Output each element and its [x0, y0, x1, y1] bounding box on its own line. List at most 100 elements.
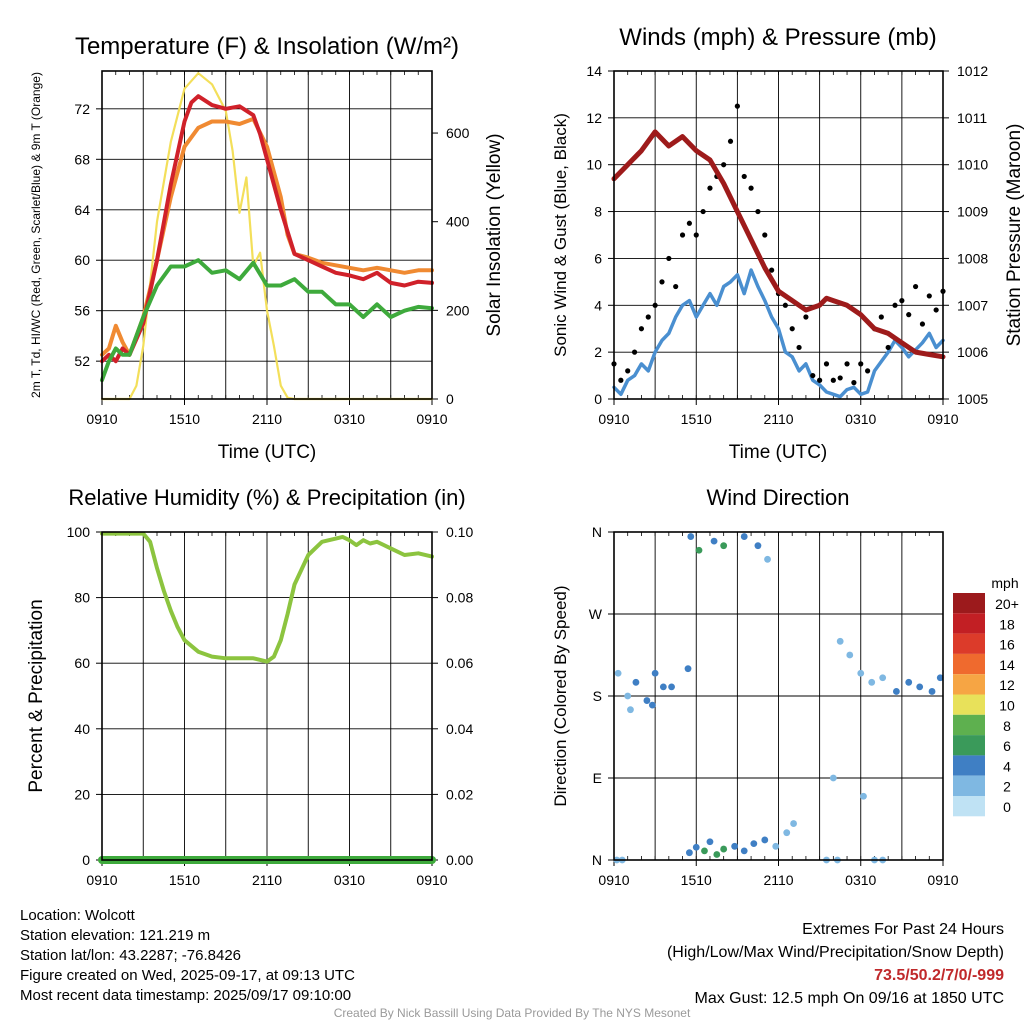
- speed-legend-label: 8: [1003, 718, 1011, 734]
- humidity-xtick-label: 0910: [416, 872, 447, 888]
- speed-legend-swatch: [953, 775, 985, 796]
- wind-direction-point: [829, 774, 837, 782]
- winds-gust-point: [789, 326, 795, 332]
- speed-legend-label: 6: [1003, 738, 1011, 754]
- extremes-subtitle: (High/Low/Max Wind/Precipitation/Snow De…: [666, 944, 1004, 961]
- speed-legend-swatch: [953, 694, 985, 715]
- humidity-xtick-label: 1510: [169, 872, 200, 888]
- wind-direction-point: [868, 678, 876, 686]
- station-location: Location: Wolcott: [20, 907, 135, 924]
- winds-gust-point: [851, 380, 857, 386]
- winds-gust-point: [892, 302, 898, 308]
- winds-gust-point: [693, 232, 699, 238]
- temperature-ytick-right-label: 200: [446, 302, 470, 318]
- humidity-ytick-left-label: 0: [82, 852, 90, 868]
- wind-direction-ytick-label: N: [592, 852, 602, 868]
- humidity-xtick-label: 2110: [252, 872, 282, 888]
- winds-ytick-right-label: 1012: [957, 63, 988, 79]
- winds-gust-point: [926, 293, 932, 299]
- temperature-xtick-label: 0910: [86, 411, 117, 427]
- wind-direction-xtick-label: 2110: [763, 872, 793, 888]
- speed-legend-swatch: [953, 653, 985, 675]
- humidity-ytick-left-label: 80: [74, 590, 90, 606]
- winds-ylabel-left: Sonic Wind & Gust (Blue, Black): [551, 113, 570, 357]
- winds-ytick-right-label: 1005: [957, 391, 988, 407]
- winds-ytick-right-label: 1010: [957, 157, 988, 173]
- humidity-ytick-left-label: 40: [74, 721, 90, 737]
- winds-xtick-label: 1510: [681, 411, 712, 427]
- humidity-ytick-left-label: 60: [74, 655, 90, 671]
- winds-gust-point: [919, 321, 926, 327]
- humidity-ytick-right-label: 0.06: [446, 655, 473, 671]
- temperature-xtick-label: 1510: [169, 411, 200, 427]
- wind-direction-point: [836, 637, 844, 645]
- winds-ytick-right-label: 1006: [957, 344, 988, 360]
- temperature-ytick-right-label: 600: [446, 125, 470, 141]
- winds-ytick-left-label: 12: [586, 110, 602, 126]
- winds-ytick-left-label: 2: [594, 344, 602, 360]
- temperature-ytick-left-label: 64: [74, 202, 90, 218]
- winds-gust-point: [782, 302, 788, 308]
- humidity-ytick-left-label: 20: [74, 786, 90, 802]
- speed-legend-title: mph: [991, 575, 1018, 591]
- wind-direction-point: [790, 820, 797, 827]
- temperature-xlabel: Time (UTC): [218, 442, 317, 463]
- speed-legend-swatch: [953, 714, 985, 736]
- wind-direction-ytick-label: E: [593, 770, 602, 786]
- station-elevation: Station elevation: 121.219 m: [20, 927, 211, 944]
- wind-direction-point: [860, 792, 867, 800]
- temperature-ytick-left-label: 52: [74, 353, 90, 369]
- winds-border: [613, 70, 944, 400]
- humidity-xtick-label: 0310: [334, 872, 365, 888]
- speed-legend-label: 12: [999, 677, 1015, 693]
- winds-gust-point: [707, 185, 713, 191]
- winds-gust-point: [817, 377, 823, 383]
- wind-direction-point: [692, 843, 700, 851]
- credit-line: Created By Nick Bassill Using Data Provi…: [333, 1006, 691, 1020]
- winds-gust-point: [659, 279, 665, 285]
- winds-xtick-label: 2110: [763, 411, 793, 427]
- winds-ytick-right-label: 1009: [957, 204, 988, 220]
- wind-direction-xtick-label: 0310: [845, 872, 876, 888]
- wind-direction-point: [928, 688, 936, 695]
- wind-direction-point: [713, 851, 721, 858]
- humidity-ytick-right-label: 0.02: [446, 786, 473, 802]
- winds-gust-point: [865, 368, 871, 374]
- winds-ytick-left-label: 8: [594, 204, 602, 220]
- speed-legend-swatch: [953, 593, 985, 614]
- speed-legend-label: 0: [1003, 799, 1011, 815]
- winds-gust-point: [844, 361, 850, 367]
- wind-direction-point: [740, 847, 748, 855]
- wind-direction-point: [643, 697, 651, 704]
- temperature-ylabel-right: Solar Insolation (Yellow): [484, 133, 505, 336]
- wind-direction-border: [613, 531, 944, 861]
- station-latlon: Station lat/lon: 43.2287; -76.8426: [20, 947, 242, 964]
- temperature-ytick-left-label: 60: [74, 252, 90, 268]
- speed-legend-label: 10: [999, 698, 1015, 714]
- wind-direction-point: [701, 847, 708, 855]
- wind-direction-point: [632, 678, 640, 686]
- humidity-series-line: [100, 531, 434, 664]
- wind-direction-point: [731, 842, 739, 850]
- winds-gust-point: [837, 375, 843, 381]
- winds-gust-point: [645, 314, 651, 320]
- winds-xlabel: Time (UTC): [729, 442, 828, 463]
- wind-direction-point: [772, 842, 780, 850]
- wind-direction-point: [740, 533, 748, 540]
- temperature-series-line: [100, 258, 434, 383]
- speed-legend-swatch: [953, 755, 985, 776]
- wind-direction-point: [648, 701, 656, 709]
- wind-direction-point: [761, 836, 769, 844]
- winds-gust-point: [631, 349, 638, 355]
- winds-gust-point: [885, 344, 891, 351]
- winds-gust-point: [625, 368, 631, 374]
- winds-gust-point: [652, 302, 658, 308]
- winds-gust-point: [878, 314, 884, 320]
- wind-direction-point: [659, 683, 667, 691]
- wind-direction-point: [783, 829, 791, 837]
- winds-title: Winds (mph) & Pressure (mb): [619, 24, 936, 51]
- humidity-ytick-right-label: 0.04: [446, 721, 473, 737]
- wind-direction-point: [750, 840, 758, 847]
- extremes-panel: Extremes For Past 24 Hours (High/Low/Max…: [667, 918, 1004, 1010]
- wind-direction-point: [764, 555, 771, 563]
